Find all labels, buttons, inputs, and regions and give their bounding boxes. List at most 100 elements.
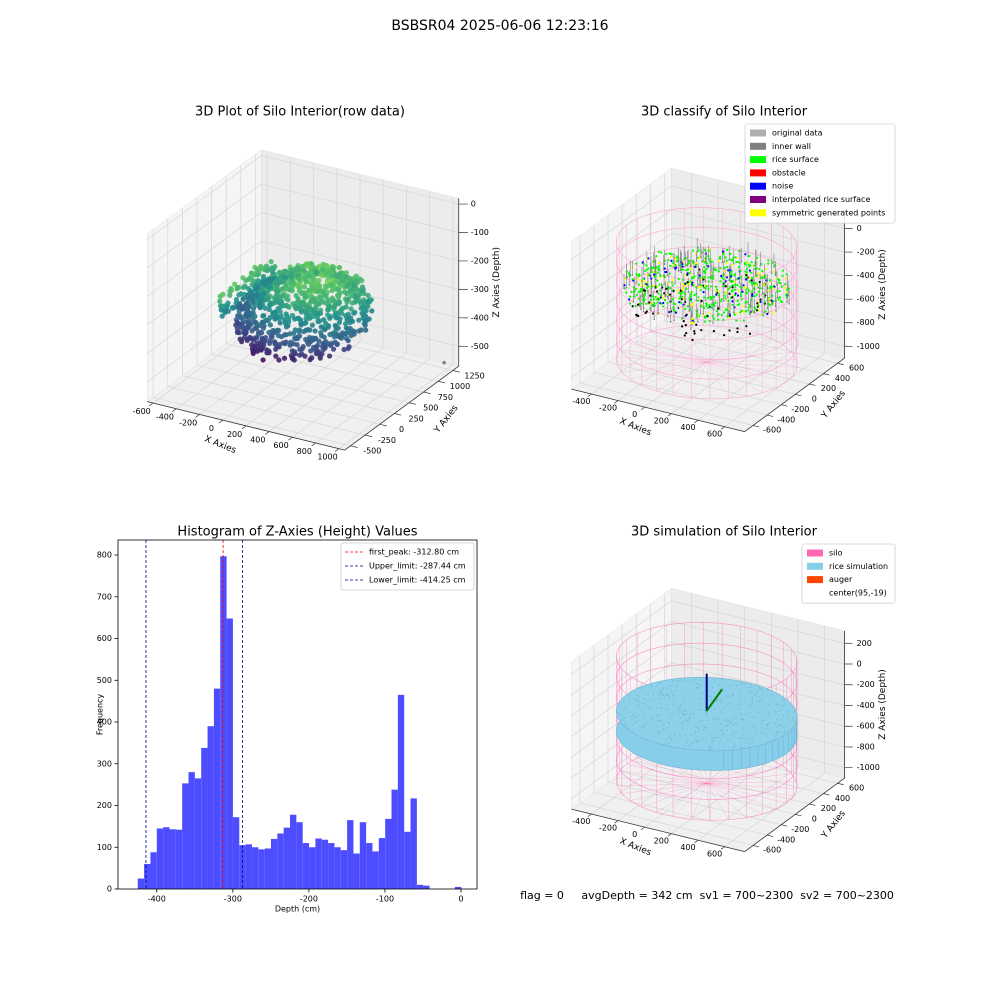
rice-texture <box>732 693 734 695</box>
decor-point <box>761 311 763 313</box>
decor-point <box>249 346 256 352</box>
decor-point <box>680 271 683 274</box>
rice-texture <box>690 745 692 747</box>
y-tick-label: 0 <box>812 815 817 824</box>
rice-texture <box>675 712 677 714</box>
rice-texture <box>749 704 751 707</box>
y-tick-label: -400 <box>777 835 795 844</box>
decor-point <box>764 295 766 298</box>
decor-point <box>348 306 354 312</box>
rice-texture <box>638 697 640 699</box>
decor-point <box>731 259 734 262</box>
rice-texture <box>679 705 681 707</box>
silo-floor-line <box>706 783 747 818</box>
silo-floor-line <box>691 362 707 398</box>
legend-swatch <box>807 549 823 557</box>
x-tick-label: -200 <box>599 403 617 412</box>
decor-point <box>363 317 370 324</box>
silo-floor-line <box>706 361 777 388</box>
decor-point <box>704 260 707 263</box>
decor-point <box>742 284 745 287</box>
grid-line <box>579 382 754 426</box>
decor-point <box>307 327 313 333</box>
decor-point <box>787 294 789 297</box>
rice-texture <box>750 691 753 694</box>
decor-point <box>662 268 665 270</box>
rice-texture <box>718 684 720 686</box>
decor-point <box>718 255 722 258</box>
decor-point <box>754 283 758 287</box>
rice-texture <box>776 718 778 721</box>
decor-point <box>256 329 262 335</box>
decor-point <box>259 336 266 342</box>
rice-texture <box>631 729 634 731</box>
decor-point <box>341 346 347 353</box>
decor-point <box>647 267 650 270</box>
decor-point <box>681 291 684 294</box>
decor-point <box>660 251 663 254</box>
decor-point <box>688 310 690 312</box>
rice-texture <box>673 723 675 725</box>
decor-point <box>767 289 770 293</box>
y-tick-label: 0 <box>107 885 112 894</box>
tick-mark <box>311 442 316 447</box>
rice-texture <box>665 730 667 732</box>
rice-texture <box>759 699 762 701</box>
decor-point <box>672 261 675 265</box>
decor-point <box>785 273 788 276</box>
decor-point <box>292 327 298 333</box>
decor-point <box>239 304 245 310</box>
grid-line <box>261 155 459 205</box>
decor-point <box>699 289 702 292</box>
decor-point <box>670 300 673 302</box>
rice-texture <box>668 722 671 724</box>
decor-point <box>331 304 337 310</box>
decor-point <box>662 301 665 305</box>
decor-point <box>700 284 703 287</box>
decor-point <box>688 259 691 263</box>
rice-texture <box>712 696 715 698</box>
tick-mark <box>334 448 340 452</box>
legend-label: interpolated rice surface <box>772 195 870 204</box>
rice-texture <box>678 713 680 715</box>
rice-texture <box>768 725 771 727</box>
rice-texture <box>618 713 620 715</box>
decor-point <box>303 304 309 310</box>
decor-point <box>756 302 759 305</box>
rice-texture <box>646 699 648 701</box>
x-tick-label: 400 <box>680 423 695 432</box>
rice-texture <box>718 743 720 745</box>
decor-point <box>650 267 653 270</box>
rice-texture <box>712 718 714 720</box>
silo-floor-line <box>656 783 707 813</box>
decor-point <box>719 280 722 283</box>
rice-texture <box>627 695 629 697</box>
decor-point <box>767 262 770 265</box>
rice-texture <box>761 717 763 720</box>
grid-line <box>255 321 453 371</box>
decor-point <box>729 280 732 283</box>
decor-point <box>709 257 712 260</box>
rice-texture <box>751 735 753 738</box>
bar <box>169 829 176 889</box>
x-tick-label: 600 <box>707 850 722 859</box>
decor-point <box>273 293 279 299</box>
decor-point <box>684 307 687 311</box>
rice-texture <box>709 749 711 751</box>
rice-texture <box>675 706 678 708</box>
decor-point <box>681 265 684 268</box>
rice-texture <box>673 694 675 697</box>
rice-texture <box>743 728 745 730</box>
rice-texture <box>700 703 702 705</box>
decor-point <box>724 297 727 300</box>
rice-texture <box>705 710 707 712</box>
y-tick-label: 200 <box>821 384 836 393</box>
decor-point <box>250 305 257 311</box>
rice-texture <box>719 711 721 713</box>
decor-point <box>271 314 278 320</box>
y-tick-label: 600 <box>849 783 864 792</box>
silo-floor-line <box>706 783 797 790</box>
decor-point <box>750 290 754 293</box>
decor-point <box>702 290 705 294</box>
decor-point <box>239 339 245 345</box>
